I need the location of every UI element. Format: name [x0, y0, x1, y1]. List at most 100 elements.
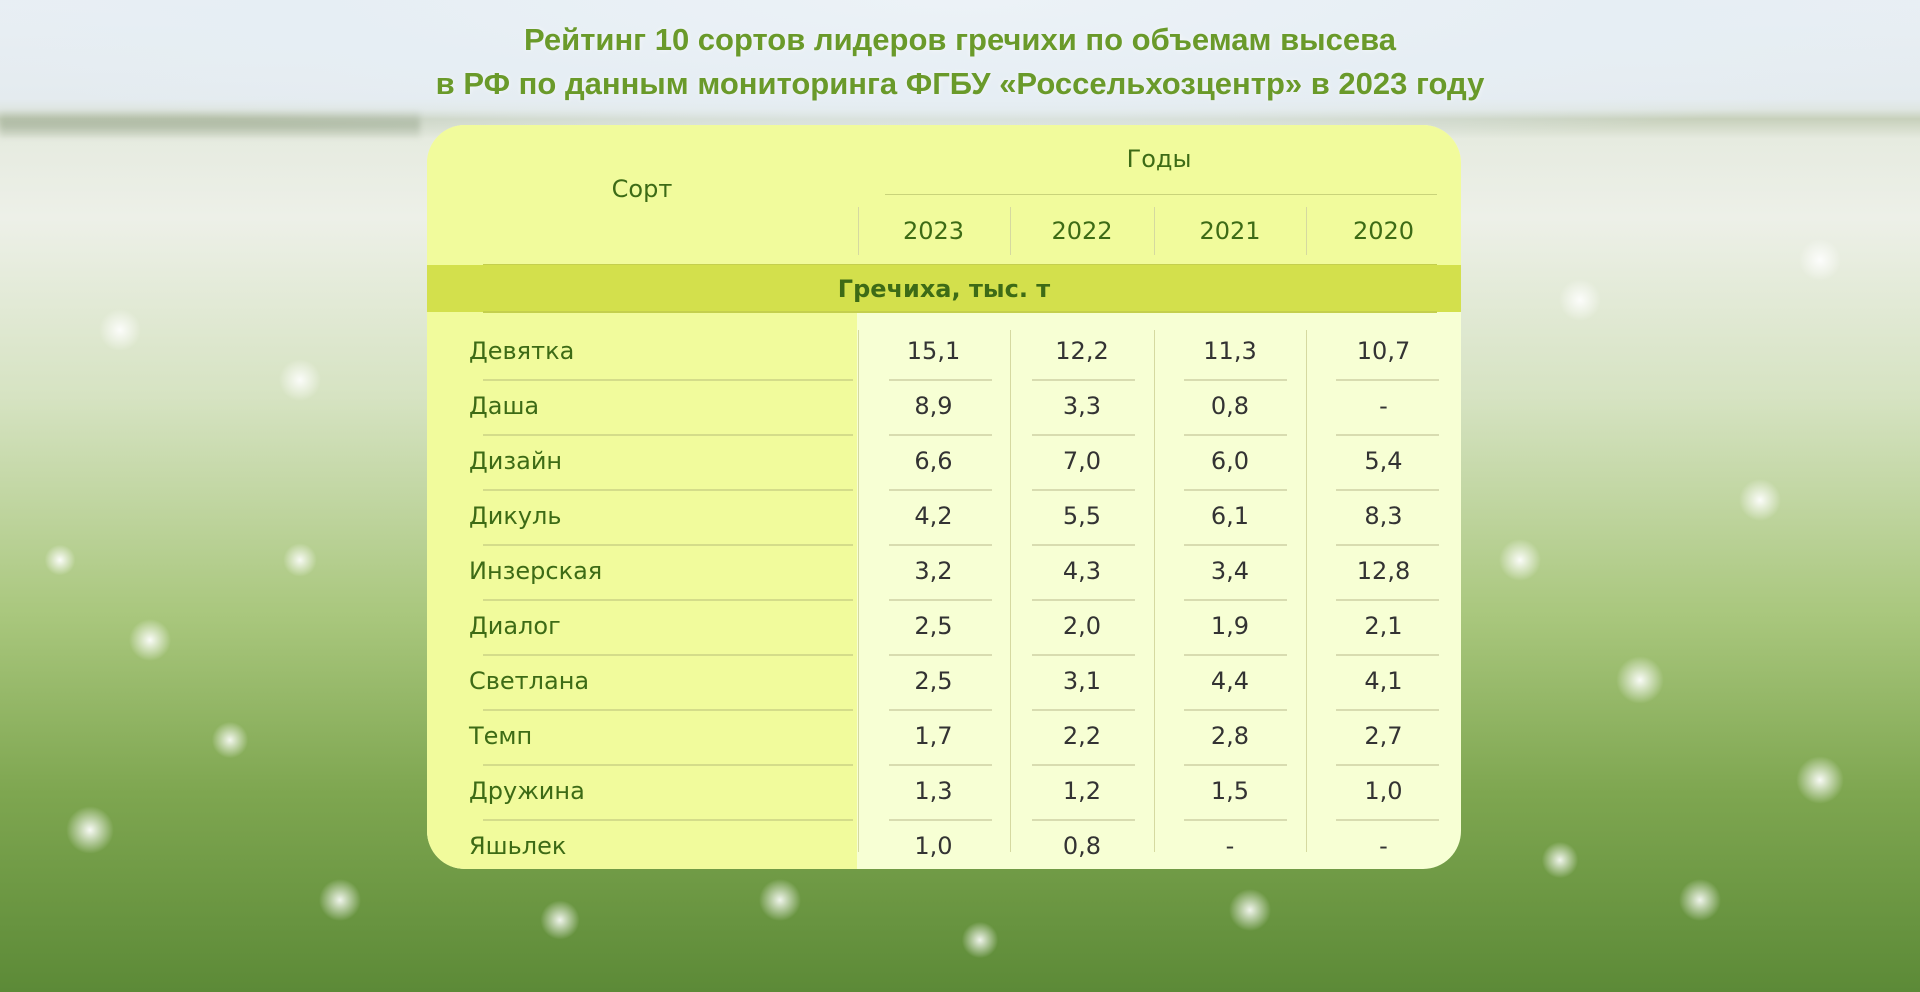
table-cell-2020: 1,0 — [1364, 777, 1403, 805]
section-label: Гречиха, тыс. т — [837, 274, 1051, 303]
row-divider — [889, 379, 992, 381]
table-cell-2023: 1,0 — [914, 832, 953, 860]
row-divider — [483, 489, 853, 491]
row-divider — [889, 764, 992, 766]
row-variety-name: Дружина — [469, 777, 585, 805]
ranking-table: Сорт Годы 2023 2022 2021 2020 Гречиха, т… — [427, 125, 1461, 869]
row-divider — [1336, 764, 1439, 766]
row-divider — [889, 544, 992, 546]
header-years: Годы — [1126, 145, 1192, 173]
table-cell-2021: - — [1225, 832, 1235, 860]
header-divider — [1010, 207, 1011, 255]
year-header-2022: 2022 — [1051, 217, 1113, 245]
row-variety-name: Девятка — [469, 337, 575, 365]
row-divider — [1032, 709, 1135, 711]
row-divider — [1032, 434, 1135, 436]
row-divider — [1184, 544, 1287, 546]
table-cell-2021: 3,4 — [1210, 557, 1250, 585]
section-band: Гречиха, тыс. т — [427, 265, 1461, 312]
row-divider — [483, 819, 853, 821]
row-divider — [1032, 599, 1135, 601]
row-divider — [1184, 764, 1287, 766]
row-divider — [483, 544, 853, 546]
band-divider — [483, 311, 1437, 313]
table-cell-2020: 2,7 — [1364, 722, 1403, 750]
table-cell-2021: 1,9 — [1210, 612, 1250, 640]
row-divider — [1336, 709, 1439, 711]
row-divider — [483, 709, 853, 711]
table-cell-2022: 4,3 — [1062, 557, 1102, 585]
row-divider — [483, 434, 853, 436]
row-divider — [889, 489, 992, 491]
header-sort: Сорт — [611, 175, 673, 203]
table-cell-2022: 0,8 — [1062, 832, 1102, 860]
row-variety-name: Яшьлек — [469, 832, 567, 860]
year-header-2023: 2023 — [902, 217, 965, 245]
row-divider — [1184, 709, 1287, 711]
table-cell-2022: 12,2 — [1055, 337, 1109, 365]
header-years-divider — [885, 194, 1437, 195]
row-variety-name: Даша — [469, 392, 540, 420]
header-divider — [1306, 207, 1307, 255]
table-header-shade — [427, 125, 1461, 265]
title-line-2: в РФ по данным мониторинга ФГБУ «Россель… — [435, 66, 1485, 101]
row-divider — [1032, 544, 1135, 546]
table-cell-2020: 10,7 — [1356, 337, 1411, 365]
table-cell-2021: 6,0 — [1210, 447, 1250, 475]
column-divider — [858, 330, 859, 852]
row-divider — [1032, 489, 1135, 491]
row-divider — [483, 654, 853, 656]
row-divider — [1184, 489, 1287, 491]
year-header-2020: 2020 — [1352, 217, 1415, 245]
row-divider — [1336, 599, 1439, 601]
table-cell-2023: 3,2 — [914, 557, 953, 585]
table-cell-2021: 6,1 — [1210, 502, 1250, 530]
table-cell-2023: 1,7 — [914, 722, 953, 750]
table-cell-2020: 4,1 — [1364, 667, 1403, 695]
table-cell-2021: 0,8 — [1210, 392, 1250, 420]
row-divider — [1032, 379, 1135, 381]
header-divider — [1154, 207, 1155, 255]
column-divider — [1154, 330, 1155, 852]
table-cell-2023: 8,9 — [914, 392, 953, 420]
table-cell-2022: 3,1 — [1062, 667, 1102, 695]
row-divider — [1032, 819, 1135, 821]
row-divider — [889, 709, 992, 711]
table-cell-2023: 4,2 — [914, 502, 953, 530]
table-cell-2022: 5,5 — [1062, 502, 1102, 530]
row-divider — [483, 379, 853, 381]
row-divider — [889, 819, 992, 821]
table-cell-2020: 12,8 — [1356, 557, 1411, 585]
row-divider — [889, 654, 992, 656]
row-variety-name: Дикуль — [469, 502, 562, 530]
row-variety-name: Дизайн — [469, 447, 563, 475]
row-variety-name: Инзерская — [469, 557, 603, 585]
year-header-2021: 2021 — [1199, 217, 1261, 245]
table-cell-2022: 1,2 — [1062, 777, 1102, 805]
row-divider — [1336, 654, 1439, 656]
row-divider — [1184, 654, 1287, 656]
table-cell-2023: 1,3 — [914, 777, 953, 805]
row-divider — [1336, 544, 1439, 546]
table-cell-2021: 4,4 — [1210, 667, 1250, 695]
row-divider — [483, 764, 853, 766]
row-divider — [1336, 379, 1439, 381]
row-divider — [1336, 434, 1439, 436]
table-cell-2021: 1,5 — [1210, 777, 1250, 805]
row-divider — [1184, 379, 1287, 381]
row-divider — [483, 599, 853, 601]
table-cell-2023: 15,1 — [906, 337, 961, 365]
row-divider — [1336, 819, 1439, 821]
table-cell-2020: 8,3 — [1364, 502, 1403, 530]
header-divider — [858, 207, 859, 255]
table-cell-2022: 3,3 — [1062, 392, 1102, 420]
row-divider — [1032, 764, 1135, 766]
table-cell-2023: 2,5 — [914, 612, 953, 640]
column-divider — [1306, 330, 1307, 852]
row-divider — [1184, 819, 1287, 821]
row-variety-name: Светлана — [469, 667, 590, 695]
column-divider — [1010, 330, 1011, 852]
table-cell-2020: - — [1379, 832, 1388, 860]
page-title: Рейтинг 10 сортов лидеров гречихи по объ… — [0, 18, 1920, 106]
row-variety-name: Диалог — [469, 612, 561, 640]
